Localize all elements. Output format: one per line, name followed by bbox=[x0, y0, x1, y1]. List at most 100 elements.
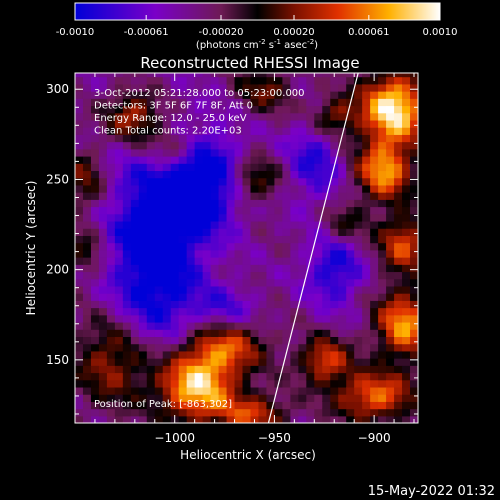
heatmap-cell bbox=[218, 307, 228, 316]
colorbar-tick-label: 0.0010 bbox=[423, 27, 458, 38]
heatmap-cell bbox=[138, 184, 148, 193]
heatmap-cell bbox=[162, 285, 172, 294]
heatmap-cell bbox=[250, 112, 260, 121]
heatmap-cell bbox=[194, 112, 204, 121]
heatmap-cell bbox=[266, 213, 276, 222]
heatmap-cell bbox=[114, 365, 124, 374]
heatmap-cell bbox=[338, 141, 347, 150]
heatmap-cell bbox=[266, 285, 276, 294]
heatmap-cell bbox=[114, 379, 124, 388]
heatmap-cell bbox=[250, 134, 260, 143]
heatmap-cell bbox=[322, 242, 331, 251]
heatmap-cell bbox=[250, 401, 260, 410]
heatmap-cell bbox=[162, 184, 172, 193]
heatmap-cell bbox=[330, 119, 339, 128]
heatmap-cell bbox=[218, 148, 228, 157]
heatmap-cell bbox=[234, 257, 244, 265]
heatmap-cell bbox=[346, 170, 355, 179]
heatmap-cell bbox=[282, 134, 291, 143]
heatmap-cell bbox=[338, 336, 347, 345]
heatmap-cell bbox=[370, 401, 379, 410]
heatmap-cell bbox=[226, 343, 236, 352]
heatmap-cell bbox=[162, 206, 172, 215]
heatmap-cell bbox=[362, 379, 371, 388]
heatmap-cell bbox=[138, 119, 148, 128]
heatmap-cell bbox=[386, 257, 395, 265]
heatmap-cell bbox=[218, 199, 228, 208]
heatmap-cell bbox=[314, 112, 323, 121]
heatmap-cell bbox=[298, 105, 307, 114]
heatmap-cell bbox=[322, 163, 331, 172]
heatmap-cell bbox=[322, 206, 331, 215]
heatmap-cell bbox=[122, 285, 132, 294]
heatmap-cell bbox=[322, 134, 331, 143]
heatmap-cell bbox=[82, 73, 92, 78]
x-axis-label: Heliocentric X (arcsec) bbox=[180, 448, 316, 462]
heatmap-cell bbox=[114, 264, 124, 273]
heatmap-cell bbox=[178, 386, 188, 395]
heatmap-cell bbox=[226, 386, 236, 395]
heatmap-cell bbox=[162, 379, 172, 388]
heatmap-cell bbox=[410, 336, 418, 345]
heatmap-cell bbox=[266, 73, 276, 78]
heatmap-cell bbox=[290, 192, 299, 200]
heatmap-cell bbox=[298, 177, 307, 186]
heatmap-cell bbox=[75, 285, 84, 294]
heatmap-cell bbox=[394, 336, 403, 345]
heatmap-cell bbox=[362, 321, 371, 330]
heatmap-cell bbox=[170, 105, 180, 114]
heatmap-cell bbox=[154, 307, 164, 316]
heatmap-cell bbox=[218, 112, 228, 121]
heatmap-cell bbox=[90, 358, 100, 366]
heatmap-cell bbox=[170, 119, 180, 128]
heatmap-cell bbox=[226, 98, 236, 107]
heatmap-cell bbox=[170, 336, 180, 345]
heatmap-cell bbox=[386, 199, 395, 208]
heatmap-cell bbox=[218, 119, 228, 128]
heatmap-cell bbox=[90, 350, 100, 359]
heatmap-cell bbox=[386, 314, 395, 323]
heatmap-cell bbox=[122, 105, 132, 114]
heatmap-cell bbox=[410, 235, 418, 244]
heatmap-cell bbox=[210, 163, 220, 172]
heatmap-cell bbox=[370, 285, 379, 294]
heatmap-cell bbox=[378, 155, 387, 164]
heatmap-cell bbox=[410, 119, 418, 128]
heatmap-cell bbox=[386, 408, 395, 417]
colorbar-tick-label: 0.00020 bbox=[273, 27, 314, 38]
heatmap-cell bbox=[114, 394, 124, 402]
heatmap-cell bbox=[114, 73, 124, 78]
heatmap-cell bbox=[266, 134, 276, 143]
heatmap-cell bbox=[330, 293, 339, 301]
heatmap-cell bbox=[114, 228, 124, 236]
heatmap-cell bbox=[218, 98, 228, 107]
heatmap-cell bbox=[394, 242, 403, 251]
heatmap-cell bbox=[122, 199, 132, 208]
heatmap-cell bbox=[178, 408, 188, 417]
heatmap-cell bbox=[130, 293, 140, 301]
heatmap-cell bbox=[274, 235, 283, 244]
heatmap-cell bbox=[322, 386, 331, 395]
heatmap-cell bbox=[162, 264, 172, 273]
heatmap-cell bbox=[410, 141, 418, 150]
heatmap-cell bbox=[370, 141, 379, 150]
heatmap-cell bbox=[146, 105, 156, 114]
heatmap-cell bbox=[338, 386, 347, 395]
heatmap-cell bbox=[258, 350, 268, 359]
heatmap-cell bbox=[370, 192, 379, 200]
heatmap-cell bbox=[338, 192, 347, 200]
heatmap-cell bbox=[338, 127, 347, 135]
heatmap-cell bbox=[314, 184, 323, 193]
heatmap-cell bbox=[410, 184, 418, 193]
heatmap-cell bbox=[314, 329, 323, 338]
heatmap-cell bbox=[170, 177, 180, 186]
heatmap-cell bbox=[226, 271, 236, 280]
heatmap-cell bbox=[122, 141, 132, 150]
heatmap-cell bbox=[226, 155, 236, 164]
heatmap-cell bbox=[210, 220, 220, 229]
heatmap-cell bbox=[322, 343, 331, 352]
heatmap-cell bbox=[154, 264, 164, 273]
heatmap-cell bbox=[210, 83, 220, 92]
heatmap-cell bbox=[410, 307, 418, 316]
heatmap-cell bbox=[274, 415, 283, 423]
